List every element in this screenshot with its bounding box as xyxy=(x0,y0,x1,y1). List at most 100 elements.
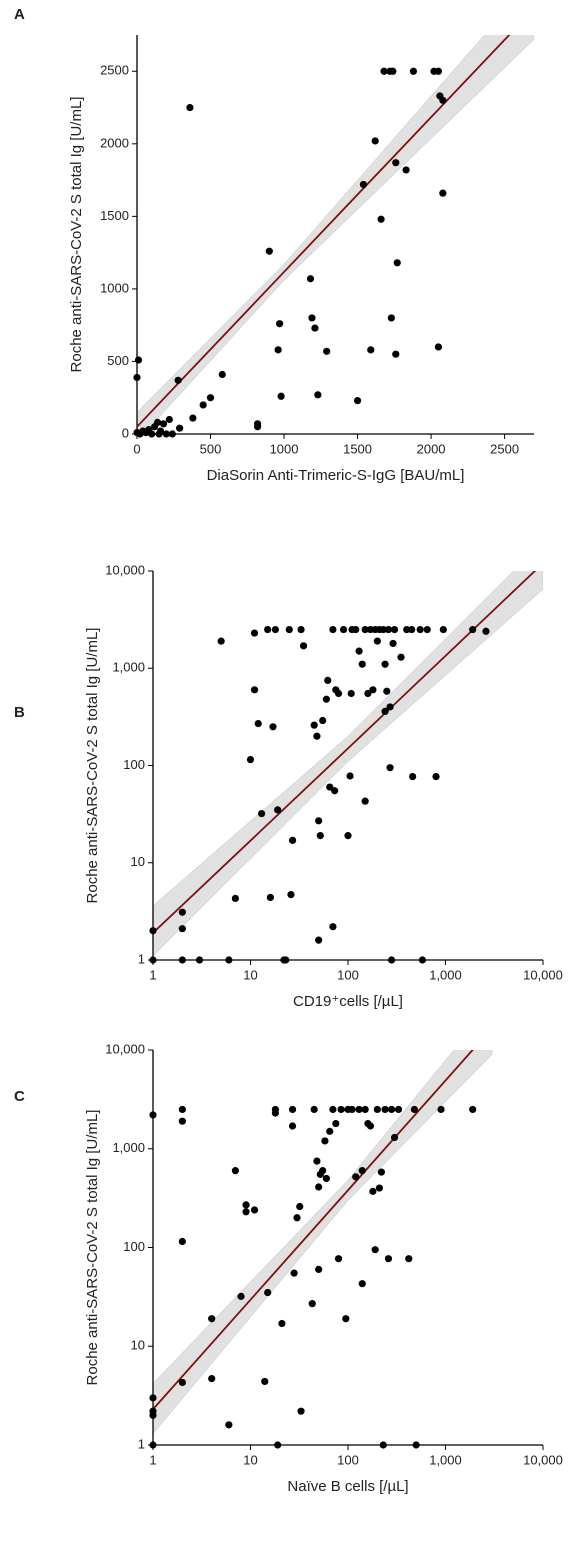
fit-line xyxy=(153,571,537,934)
x-tick-label: 2000 xyxy=(417,441,446,456)
point xyxy=(361,625,369,634)
point xyxy=(386,764,394,772)
y-tick-label: 1 xyxy=(138,951,145,966)
x-axis-label: DiaSorin Anti-Trimeric-S-IgG [BAU/mL] xyxy=(207,467,465,484)
panel-label: A xyxy=(14,6,25,23)
point xyxy=(361,797,369,805)
point xyxy=(149,1407,157,1415)
point xyxy=(310,1105,318,1114)
x-tick-label: 100 xyxy=(337,1452,359,1467)
y-tick-label: 1,000 xyxy=(112,660,145,675)
point xyxy=(149,927,157,935)
y-tick-label: 10 xyxy=(131,854,145,869)
point xyxy=(381,660,389,668)
point xyxy=(358,1167,366,1175)
point xyxy=(258,810,266,818)
point xyxy=(412,1441,420,1449)
fit-line xyxy=(137,35,511,428)
point xyxy=(225,1421,233,1429)
point xyxy=(287,891,295,899)
point xyxy=(377,1168,385,1176)
point xyxy=(315,817,323,825)
point xyxy=(352,1173,360,1181)
point xyxy=(366,1122,375,1130)
point xyxy=(393,259,401,267)
point xyxy=(332,1119,340,1128)
point xyxy=(482,627,490,635)
point xyxy=(282,956,290,964)
point xyxy=(380,67,388,75)
point xyxy=(218,370,226,379)
point xyxy=(434,67,443,75)
point xyxy=(288,1122,297,1130)
point xyxy=(379,1441,387,1449)
y-tick-label: 1,000 xyxy=(112,1140,145,1155)
point xyxy=(371,137,379,145)
point xyxy=(410,1105,419,1114)
point xyxy=(403,625,411,634)
point xyxy=(346,772,354,780)
point xyxy=(347,689,355,698)
point xyxy=(274,1441,282,1449)
point xyxy=(322,695,330,703)
point xyxy=(217,637,225,645)
x-tick-label: 100 xyxy=(337,967,359,982)
point xyxy=(315,1265,323,1274)
x-axis-label: Naïve B cells [/µL] xyxy=(287,1478,408,1495)
point xyxy=(178,1237,186,1246)
x-tick-label: 1500 xyxy=(343,441,372,456)
point xyxy=(358,1280,366,1288)
point xyxy=(337,1105,345,1114)
point xyxy=(329,923,337,931)
point xyxy=(153,418,162,426)
point xyxy=(178,1378,186,1387)
point xyxy=(297,625,305,634)
point xyxy=(246,755,255,764)
point xyxy=(148,430,156,438)
point xyxy=(195,956,204,964)
point xyxy=(288,836,297,844)
x-tick-label: 1 xyxy=(149,1452,156,1467)
point xyxy=(237,1292,245,1300)
y-tick-label: 2000 xyxy=(100,135,129,150)
y-tick-label: 100 xyxy=(123,1239,145,1254)
point xyxy=(168,430,176,438)
point xyxy=(331,787,339,795)
point xyxy=(315,1183,323,1191)
y-tick-label: 0 xyxy=(122,425,129,440)
point xyxy=(159,420,168,428)
point xyxy=(392,159,400,167)
fit-line xyxy=(153,1050,474,1410)
point xyxy=(206,394,215,402)
point xyxy=(231,894,239,902)
point xyxy=(432,772,440,781)
point xyxy=(208,1315,216,1323)
point xyxy=(416,625,424,634)
point xyxy=(189,414,197,422)
point xyxy=(334,689,343,698)
point xyxy=(208,1375,216,1383)
point xyxy=(134,356,143,364)
y-tick-label: 1500 xyxy=(100,208,129,223)
x-tick-label: 1,000 xyxy=(429,967,462,982)
point xyxy=(409,67,418,75)
point xyxy=(315,936,323,944)
point xyxy=(308,314,316,322)
point xyxy=(310,721,318,729)
point xyxy=(265,247,273,255)
point xyxy=(409,772,417,781)
point xyxy=(266,893,275,902)
point xyxy=(316,832,324,840)
x-tick-label: 2500 xyxy=(490,441,519,456)
point xyxy=(274,346,282,354)
point xyxy=(186,103,194,112)
point xyxy=(296,1202,304,1211)
point xyxy=(250,1206,259,1214)
point xyxy=(285,625,293,634)
point xyxy=(439,625,447,634)
point xyxy=(178,908,186,916)
point xyxy=(384,1255,393,1263)
point xyxy=(323,347,331,355)
point xyxy=(375,1184,384,1192)
